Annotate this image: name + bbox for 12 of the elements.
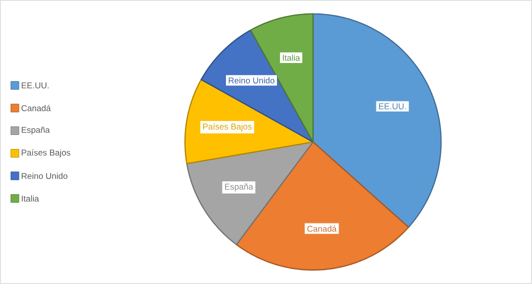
legend-label: Reino Unido (22, 172, 68, 180)
legend-label: Canadá (22, 104, 51, 112)
legend-label: EE.UU. (22, 82, 49, 88)
slice-label: Reino Unido (228, 77, 274, 84)
legend-label: Países Bajos (22, 149, 70, 158)
slice-label: España (225, 184, 254, 192)
legend-label: España (22, 126, 50, 135)
slice-label: EE.UU. (379, 103, 406, 110)
slice-label: Países Bajos (203, 123, 252, 132)
slice-label: Canadá (307, 225, 337, 232)
slice-label: Italia (282, 54, 300, 61)
legend-label: Italia (22, 195, 39, 202)
